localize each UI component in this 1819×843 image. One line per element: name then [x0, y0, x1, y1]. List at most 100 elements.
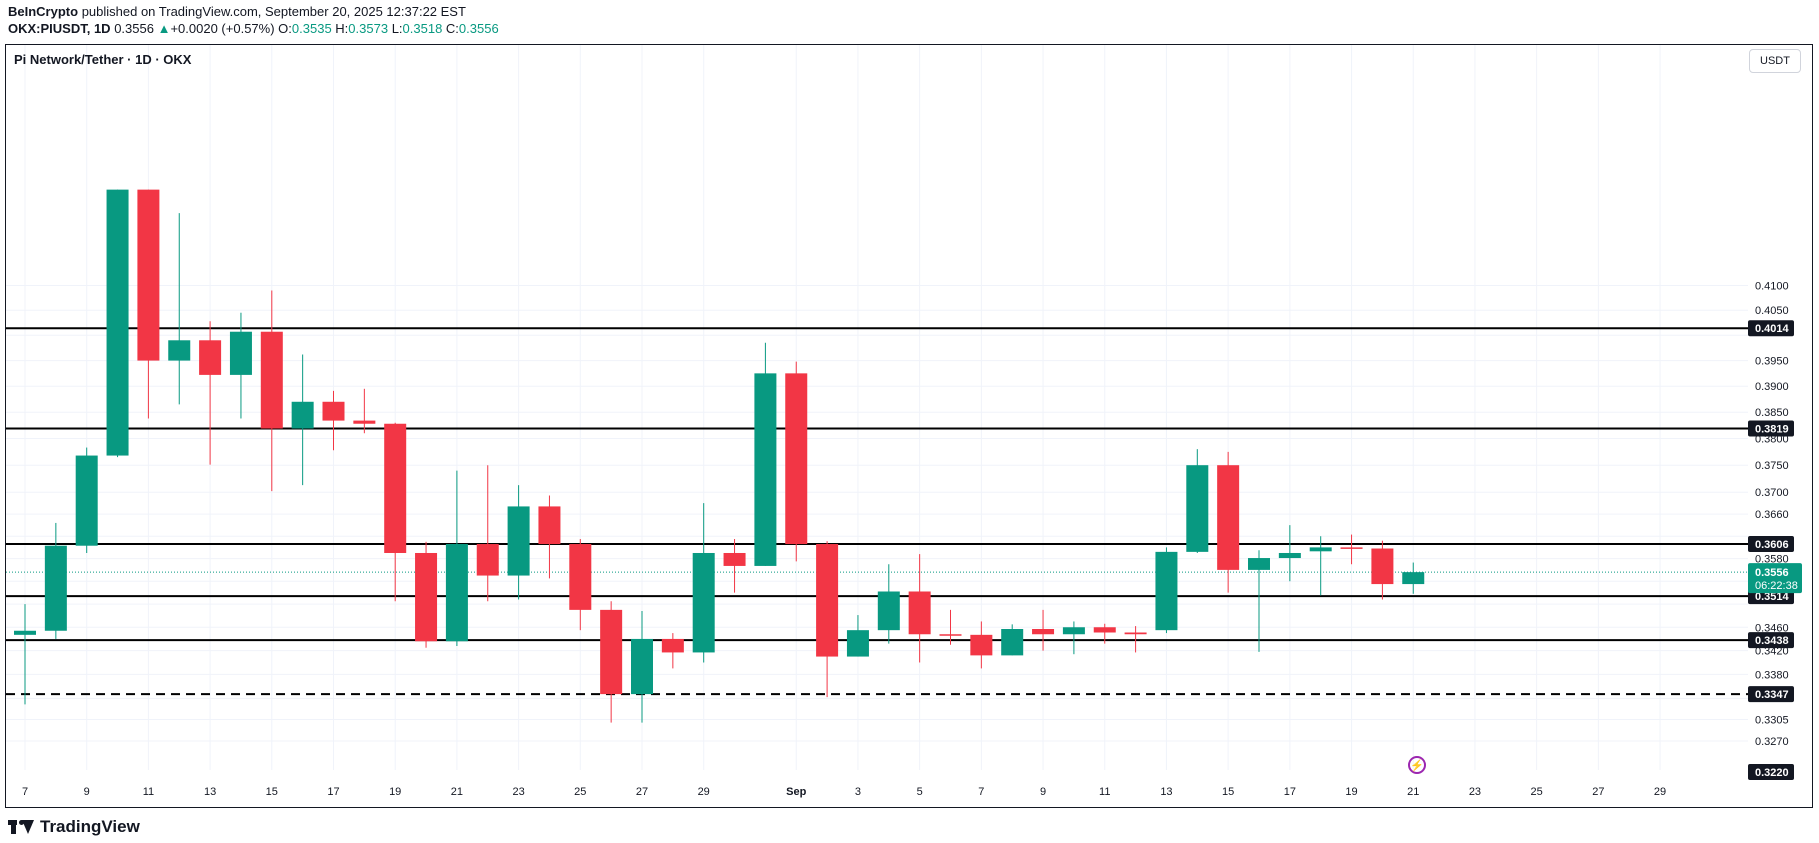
y-tick-label: 0.3580 [1755, 554, 1789, 566]
x-axis: 7 9 11 13 15 17 19 21 23 25 27 29 Sep 3 5 7 9 11 13 15 17 19 2… [22, 786, 1666, 798]
x-tick-label: 3 [855, 786, 861, 798]
open-label: O: [278, 21, 292, 36]
x-tick-label: 29 [1654, 786, 1666, 798]
currency-button[interactable]: USDT [1749, 49, 1801, 73]
price-labels: 0.4014 0.3819 0.3606 0.3514 0.3438 0.3347 0.32… [1748, 320, 1802, 780]
candle-body [229, 331, 252, 375]
candle-body [445, 544, 468, 642]
x-tick-label: 27 [1592, 786, 1604, 798]
level-price-tag [1748, 420, 1794, 437]
candle-body [1340, 547, 1363, 549]
candle-body [199, 340, 222, 375]
y-tick-label: 0.4100 [1755, 281, 1789, 293]
level-price-label: 0.3514 [1755, 591, 1790, 603]
x-tick-label: 19 [1345, 786, 1357, 798]
publish-info: BeInCrypto published on TradingView.com,… [8, 4, 466, 19]
candle-body [661, 638, 684, 653]
candle-body [1186, 465, 1209, 552]
current-price-label: 0.3556 [1755, 567, 1789, 579]
x-tick-label: 13 [1160, 786, 1172, 798]
candle-body [507, 506, 530, 576]
open-value: 0.3535 [291, 21, 332, 36]
y-tick-label: 0.3750 [1755, 460, 1789, 472]
level-price-tag [1748, 536, 1794, 553]
candle-body [723, 552, 746, 566]
x-tick-label: 21 [451, 786, 463, 798]
x-tick-label: 15 [266, 786, 278, 798]
x-tick-label: 13 [204, 786, 216, 798]
symbol-interval: OKX:PIUSDT, 1D [8, 21, 111, 36]
tradingview-logo[interactable]: TradingView [8, 817, 140, 837]
high-label: H: [335, 21, 349, 36]
x-tick-label: 25 [574, 786, 586, 798]
candle-body [1371, 548, 1394, 585]
candle-body [1278, 552, 1301, 559]
candle-body [569, 544, 592, 610]
candle-body [291, 401, 314, 429]
candle-body [1402, 572, 1425, 585]
candle-body [1032, 629, 1055, 635]
x-tick-label: 23 [512, 786, 524, 798]
candle-body [846, 630, 869, 657]
current-price-tag [1748, 563, 1802, 594]
candle-body [939, 634, 962, 636]
x-tick-label: 17 [327, 786, 339, 798]
candle-body [415, 552, 438, 642]
x-tick-label: 11 [1099, 786, 1110, 798]
candle-body [75, 455, 98, 546]
last-price: 0.3556 [114, 21, 154, 36]
x-tick-label: Sep [786, 786, 806, 798]
chart-title: Pi Network/Tether · 1D · OKX [14, 52, 192, 67]
x-tick-label: 21 [1407, 786, 1419, 798]
x-tick-label: 9 [84, 786, 90, 798]
x-tick-label: 29 [698, 786, 710, 798]
candle-body [106, 189, 129, 456]
candle-body [14, 630, 36, 635]
y-tick-label: 0.3700 [1755, 487, 1789, 499]
high-value: 0.3573 [348, 21, 389, 36]
ohlc-legend: OKX:PIUSDT, 1D 0.3556 ▲+0.0020 (+0.57%) … [8, 21, 499, 36]
candle-body [1093, 627, 1116, 633]
candle-body [1248, 558, 1270, 570]
bolt-icon[interactable]: ⚡ [1408, 756, 1426, 774]
y-tick-label: 0.3900 [1755, 381, 1789, 393]
change-arrow-icon: ▲ [157, 21, 171, 36]
x-tick-label: 11 [143, 786, 154, 798]
bottom-price-label: 0.3220 [1755, 767, 1789, 779]
x-tick-label: 7 [22, 786, 28, 798]
low-label: L: [391, 21, 403, 36]
x-tick-label: 7 [978, 786, 984, 798]
x-tick-label: 25 [1531, 786, 1543, 798]
candle-body [600, 609, 623, 695]
low-value: 0.3518 [402, 21, 443, 36]
candle-body [168, 340, 191, 361]
candle-body [754, 373, 777, 566]
level-price-label: 0.3819 [1755, 423, 1789, 435]
level-price-label: 0.3347 [1755, 689, 1789, 701]
candles [14, 189, 1425, 723]
x-tick-label: 15 [1222, 786, 1234, 798]
publisher-name: BeInCrypto [8, 4, 79, 19]
y-tick-label: 0.3420 [1755, 646, 1789, 658]
x-tick-label: 17 [1284, 786, 1296, 798]
candle-body [353, 420, 376, 424]
level-price-tag [1748, 686, 1794, 703]
candle-body [908, 591, 931, 635]
close-value: 0.3556 [458, 21, 499, 36]
candle-body [1155, 551, 1178, 631]
close-label: C: [445, 21, 459, 36]
tradingview-logo-icon [8, 820, 34, 834]
x-tick-label: 27 [636, 786, 648, 798]
candle-body [692, 552, 715, 653]
countdown-label: 06:22:38 [1755, 580, 1798, 592]
candle-body [1124, 632, 1147, 635]
y-tick-label: 0.3380 [1755, 669, 1789, 681]
candle-body [260, 331, 283, 429]
level-price-label: 0.3438 [1755, 635, 1789, 647]
candle-body [1001, 629, 1024, 656]
x-tick-label: 5 [917, 786, 923, 798]
level-price-tag [1748, 320, 1794, 337]
candle-body [322, 401, 345, 421]
y-tick-label: 0.4050 [1755, 305, 1789, 317]
